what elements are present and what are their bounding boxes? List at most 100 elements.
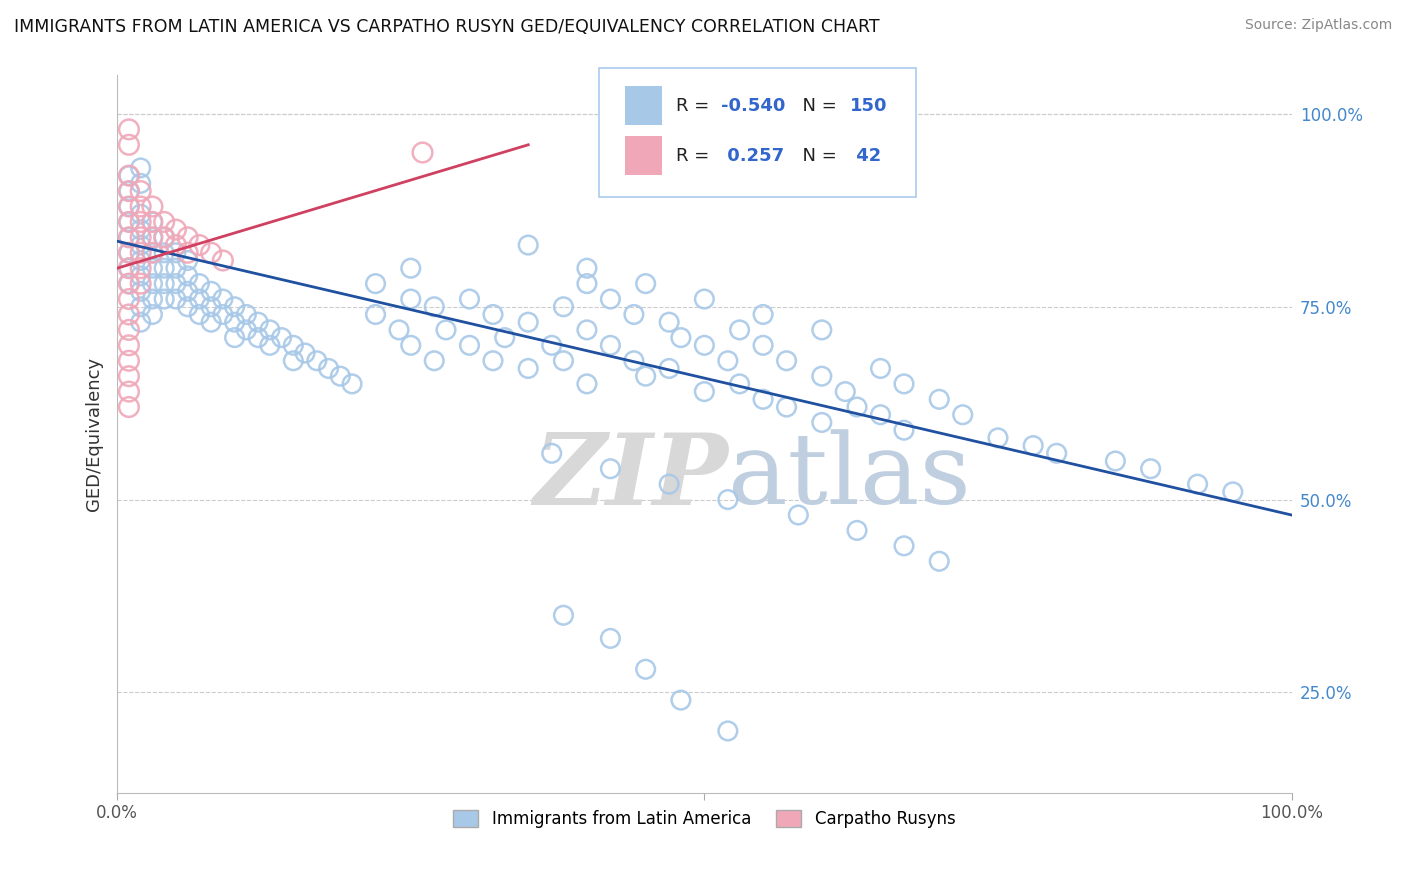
Point [1104,454,1126,468]
Point [658,315,681,329]
Point [540,338,562,352]
Point [141,277,163,291]
Point [141,308,163,322]
Point [176,268,198,283]
Point [553,300,575,314]
Point [129,200,152,214]
Point [176,245,198,260]
Point [118,169,141,183]
Point [399,261,422,276]
Point [623,308,645,322]
Point [118,200,141,214]
Point [129,245,152,260]
Point [599,338,621,352]
Point [634,369,657,384]
Point [153,215,176,229]
Point [129,277,152,291]
Point [810,323,832,337]
Point [118,184,141,198]
Point [329,369,352,384]
Point [1022,439,1045,453]
Text: N =: N = [792,146,842,165]
Point [869,408,891,422]
Point [575,277,598,291]
Point [846,400,869,414]
Point [693,338,716,352]
Point [118,292,141,306]
FancyBboxPatch shape [599,68,915,197]
Point [129,207,152,221]
Point [434,323,457,337]
Point [482,353,505,368]
Point [259,338,281,352]
Point [364,308,387,322]
Point [129,238,152,252]
Point [176,300,198,314]
Point [118,400,141,414]
Point [669,330,692,344]
Point [188,277,211,291]
Point [118,230,141,244]
Point [129,184,152,198]
Point [283,353,305,368]
Point [634,277,657,291]
Point [235,323,257,337]
Point [200,245,222,260]
Point [212,308,235,322]
Point [294,346,316,360]
Point [893,539,915,553]
Point [224,330,246,344]
Point [165,222,187,236]
Point [247,315,270,329]
Point [153,230,176,244]
Point [118,215,141,229]
Point [118,230,141,244]
Point [787,508,810,522]
Point [717,353,740,368]
Point [118,245,141,260]
Point [869,361,891,376]
Point [575,376,598,391]
Point [752,308,775,322]
Point [575,261,598,276]
Point [669,693,692,707]
Point [176,253,198,268]
Point [129,222,152,236]
Point [118,338,141,352]
Point [188,292,211,306]
Point [458,292,481,306]
Point [399,338,422,352]
Point [153,277,176,291]
Point [165,245,187,260]
Point [165,238,187,252]
Point [247,330,270,344]
Point [952,408,974,422]
Point [212,292,235,306]
Point [364,277,387,291]
Point [399,292,422,306]
Point [340,376,363,391]
Point [318,361,340,376]
Text: N =: N = [792,96,842,114]
Point [717,723,740,738]
Point [634,662,657,676]
Point [1222,484,1244,499]
Point [599,461,621,475]
Text: R =: R = [676,96,716,114]
Point [141,292,163,306]
Point [893,376,915,391]
Text: Source: ZipAtlas.com: Source: ZipAtlas.com [1244,18,1392,32]
Point [200,285,222,299]
Legend: Immigrants from Latin America, Carpatho Rusyns: Immigrants from Latin America, Carpatho … [447,803,962,835]
Text: 150: 150 [851,96,887,114]
Point [575,323,598,337]
Point [118,184,141,198]
Point [141,200,163,214]
Point [458,338,481,352]
Point [752,338,775,352]
Point [224,315,246,329]
Point [165,292,187,306]
Text: -0.540: -0.540 [721,96,785,114]
Point [200,300,222,314]
Text: ZIP: ZIP [533,429,728,525]
